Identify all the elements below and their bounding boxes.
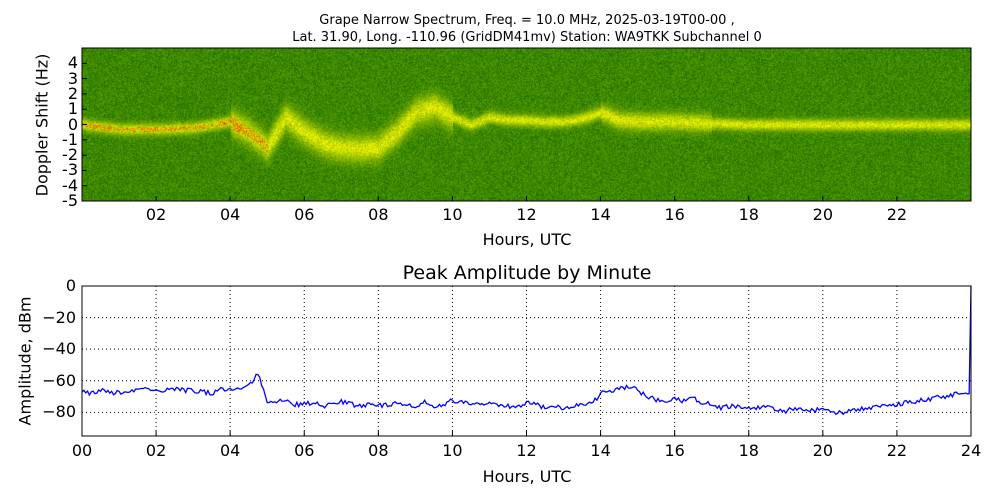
amplitude-xtick-label: 24 — [960, 441, 982, 460]
amplitude-xtick-label: 02 — [145, 441, 167, 460]
amplitude-frame — [81, 285, 972, 437]
amplitude-xtick-label: 20 — [812, 441, 833, 460]
spectrogram-image — [82, 48, 971, 201]
spectrogram-ytick-label: -1 — [62, 129, 78, 149]
spectrogram-xtick-label: 14 — [590, 205, 611, 224]
amplitude-ytick-label: −20 — [42, 307, 76, 327]
amplitude-xtick-label: 12 — [516, 441, 537, 460]
amplitude-xtick-label: 14 — [590, 441, 611, 460]
amplitude-ytick-label: −60 — [42, 370, 76, 390]
amplitude-xtick-label: 18 — [738, 441, 759, 460]
spectrogram-ytick-label: -4 — [62, 175, 78, 195]
spectrogram-xtick-label: 16 — [664, 205, 685, 224]
spectrogram-xtick-label: 22 — [886, 205, 908, 224]
spectrogram-xtick-label: 06 — [294, 205, 315, 224]
spectrogram-xtick-label: 18 — [738, 205, 759, 224]
spectrogram-xtick-label: 10 — [442, 205, 463, 224]
amplitude-series-line — [81, 285, 972, 416]
spectrogram-ytick-label: 0 — [67, 114, 78, 134]
amplitude-title: Peak Amplitude by Minute — [402, 262, 652, 284]
spectrogram-title-line1: Grape Narrow Spectrum, Freq. = 10.0 MHz,… — [319, 13, 735, 28]
amplitude-xtick-label: 16 — [664, 441, 685, 460]
amplitude-ytick-label: −80 — [42, 402, 76, 422]
spectrogram-ytick-label: 4 — [67, 53, 78, 73]
amplitude-xtick-label: 06 — [294, 441, 315, 460]
spectrogram-ytick-label: 1 — [67, 99, 78, 119]
amplitude-ytick-label: −40 — [42, 339, 76, 359]
spectrogram-xtick-label: 08 — [368, 205, 389, 224]
amplitude-xtick-label: 04 — [219, 441, 241, 460]
spectrogram-ytick-label: -3 — [62, 160, 78, 180]
spectrogram-frame — [81, 47, 972, 202]
spectrogram-title-line2: Lat. 31.90, Long. -110.96 (GridDM41mv) S… — [292, 30, 762, 45]
amplitude-xtick-label: 00 — [71, 441, 93, 460]
spectrogram-ytick-label: 2 — [67, 83, 78, 103]
spectrogram-ytick-label: -5 — [62, 191, 78, 210]
amplitude-xlabel: Hours, UTC — [482, 467, 572, 486]
spectrogram-xlabel: Hours, UTC — [482, 230, 572, 249]
amplitude-xtick-label: 10 — [442, 441, 463, 460]
spectrogram-xtick-label: 02 — [145, 205, 167, 224]
amplitude-xtick-label: 08 — [368, 441, 389, 460]
spectrogram-ytick-label: 3 — [67, 68, 78, 88]
amplitude-ytick-label: 0 — [65, 276, 76, 295]
spectrogram-ytick-label: -2 — [62, 145, 78, 165]
spectrogram-xtick-label: 20 — [812, 205, 833, 224]
spectrogram-xtick-label: 12 — [516, 205, 537, 224]
amplitude-xtick-label: 22 — [886, 441, 908, 460]
spectrogram-xtick-label: 04 — [219, 205, 241, 224]
